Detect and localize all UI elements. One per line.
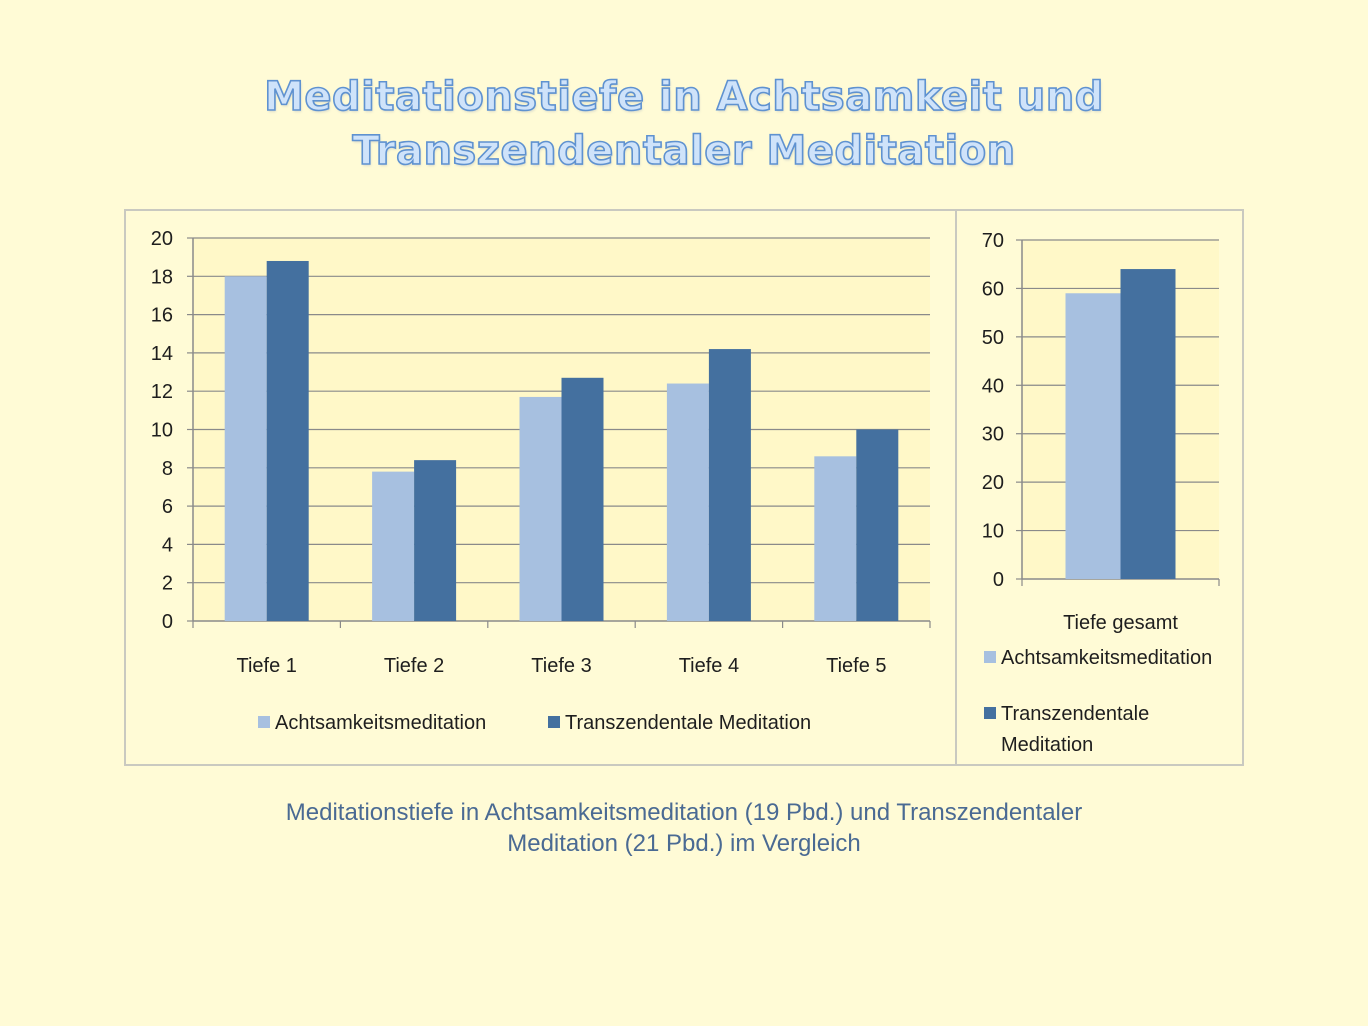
main-ytick-label: 6 <box>162 496 173 518</box>
total-ytick-label: 0 <box>993 569 1004 591</box>
main-ytick-label: 10 <box>151 420 173 442</box>
main-bar-achtsamkeit <box>814 456 857 621</box>
main-bar-transzendental <box>856 429 899 621</box>
main-ytick-label: 0 <box>162 611 173 633</box>
total-bar-achtsamkeit <box>1065 293 1121 579</box>
total-ytick-label: 20 <box>982 472 1004 494</box>
caption-line-2: Meditation (21 Pbd.) im Vergleich <box>507 830 861 857</box>
total-ytick-label: 40 <box>982 375 1004 397</box>
main-ytick-label: 12 <box>151 381 173 403</box>
total-legend-label: Achtsamkeitsmeditation <box>1001 647 1212 669</box>
total-category-label: Tiefe gesamt <box>1063 612 1178 634</box>
main-legend-label: Transzendentale Meditation <box>565 712 811 734</box>
main-ytick-label: 8 <box>162 458 173 480</box>
main-category-label: Tiefe 2 <box>384 655 444 677</box>
main-ytick-label: 18 <box>151 266 173 288</box>
total-legend-swatch <box>984 707 996 719</box>
main-bar-achtsamkeit <box>224 276 267 621</box>
main-bar-transzendental <box>266 260 309 621</box>
slide-title-line-2: Transzendentaler Meditation <box>352 127 1016 175</box>
main-category-label: Tiefe 1 <box>236 655 296 677</box>
total-ytick-label: 60 <box>982 278 1004 300</box>
main-bar-achtsamkeit <box>519 396 562 621</box>
slide-title: Meditationstiefe in Achtsamkeit und Tran… <box>0 70 1368 178</box>
main-bar-achtsamkeit <box>372 471 415 621</box>
total-legend-swatch <box>984 651 996 663</box>
main-bar-achtsamkeit <box>666 383 709 621</box>
total-legend-label: Meditation <box>1001 734 1093 756</box>
main-bar-transzendental <box>708 349 751 621</box>
chart-caption: Meditationstiefe in Achtsamkeitsmeditati… <box>0 797 1368 859</box>
total-bar-transzendental <box>1120 269 1176 579</box>
main-ytick-label: 2 <box>162 573 173 595</box>
main-ytick-label: 20 <box>151 228 173 250</box>
slide-title-line-1: Meditationstiefe in Achtsamkeit und <box>263 73 1104 121</box>
total-ytick-label: 50 <box>982 327 1004 349</box>
main-legend-label: Achtsamkeitsmeditation <box>275 712 486 734</box>
main-category-label: Tiefe 3 <box>531 655 591 677</box>
main-bar-transzendental <box>561 377 604 621</box>
main-legend-swatch <box>548 716 560 728</box>
main-ytick-label: 14 <box>151 343 173 365</box>
main-legend-swatch <box>258 716 270 728</box>
total-ytick-label: 10 <box>982 521 1004 543</box>
main-ytick-label: 4 <box>162 534 173 556</box>
total-legend-label: Transzendentale <box>1001 703 1149 725</box>
main-bar-transzendental <box>414 460 457 621</box>
total-ytick-label: 70 <box>982 230 1004 252</box>
main-category-label: Tiefe 5 <box>826 655 886 677</box>
main-ytick-label: 16 <box>151 305 173 327</box>
main-category-label: Tiefe 4 <box>679 655 739 677</box>
total-ytick-label: 30 <box>982 424 1004 446</box>
caption-line-1: Meditationstiefe in Achtsamkeitsmeditati… <box>285 799 1083 826</box>
